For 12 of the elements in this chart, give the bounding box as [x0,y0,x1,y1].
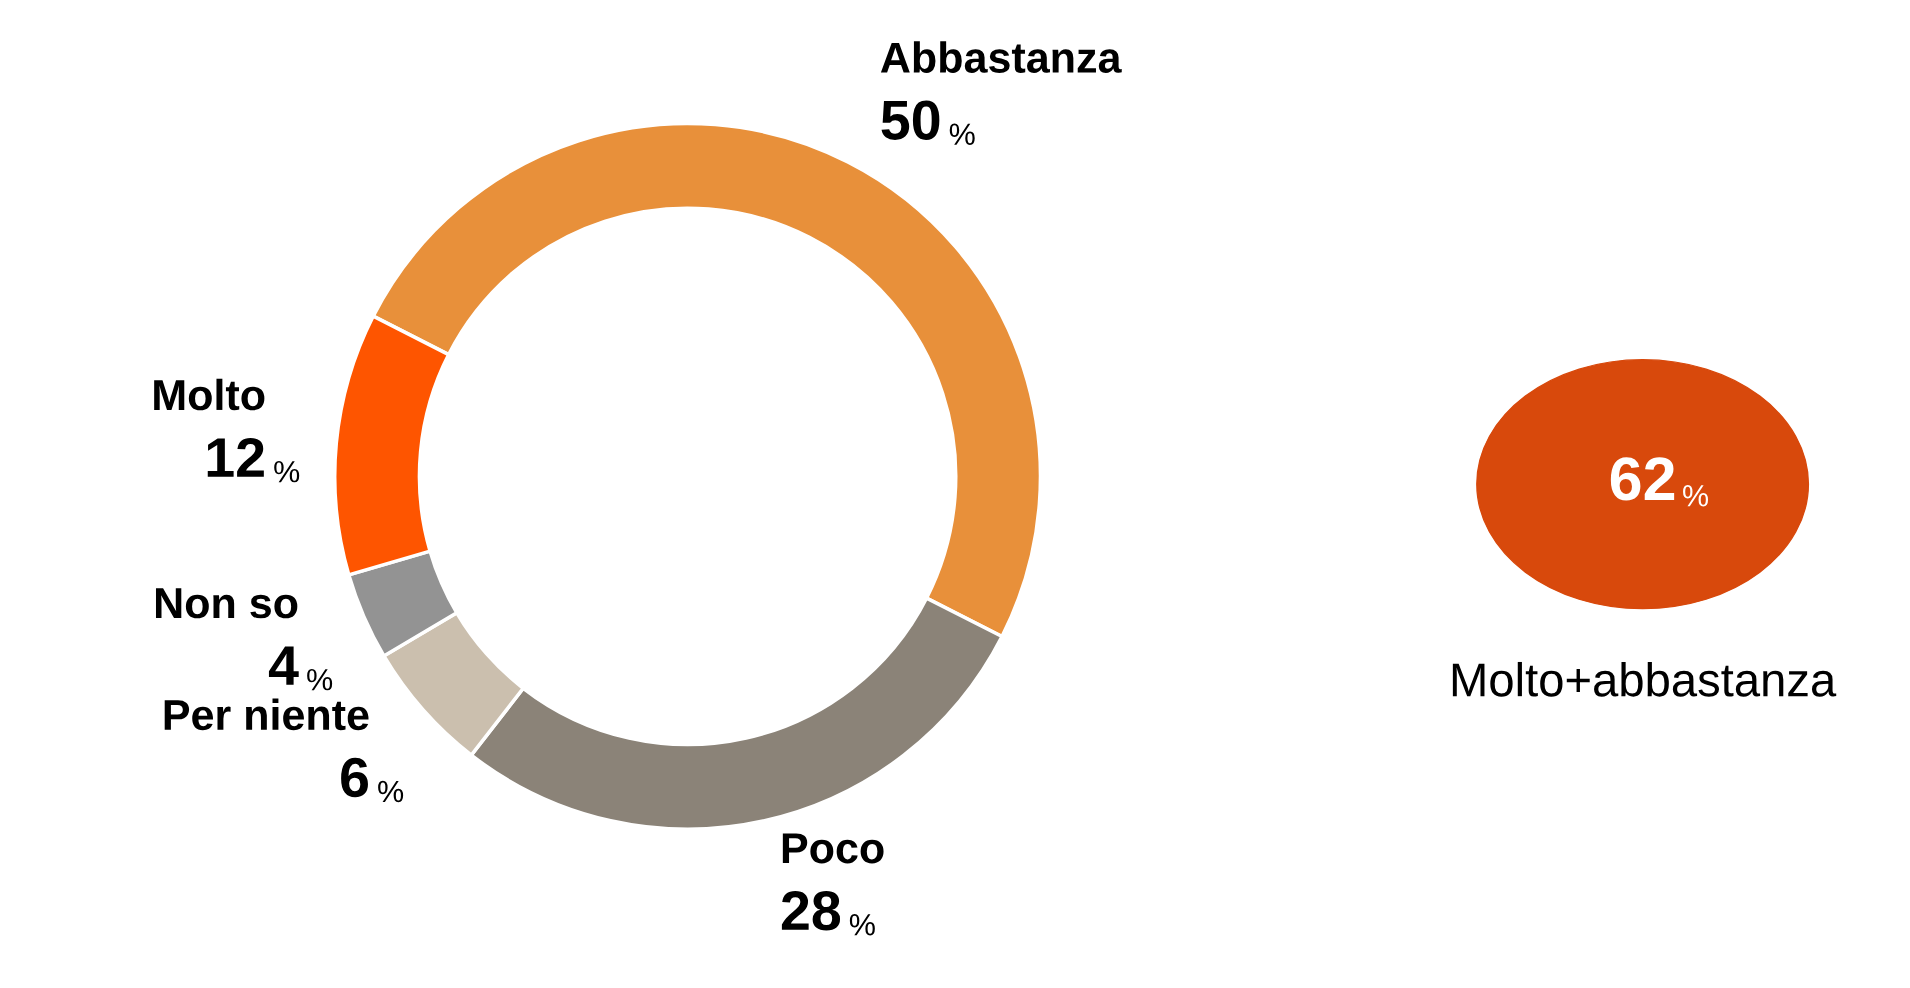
data-label: 6% [341,757,404,803]
slice-label: Per niente [164,698,369,731]
slice-label: Poco [782,833,884,864]
slice-label: Non so [155,588,298,619]
data-label: 4% [268,646,333,691]
slice-label: Abbastanza [880,41,1122,73]
data-label: 50% [881,100,975,145]
text: Molto+abbastanza [1452,661,1837,697]
data-label: 12% [207,437,300,483]
slice-label: Molto [154,378,265,411]
text: 62% [1610,457,1709,507]
data-label: 28% [781,891,875,936]
